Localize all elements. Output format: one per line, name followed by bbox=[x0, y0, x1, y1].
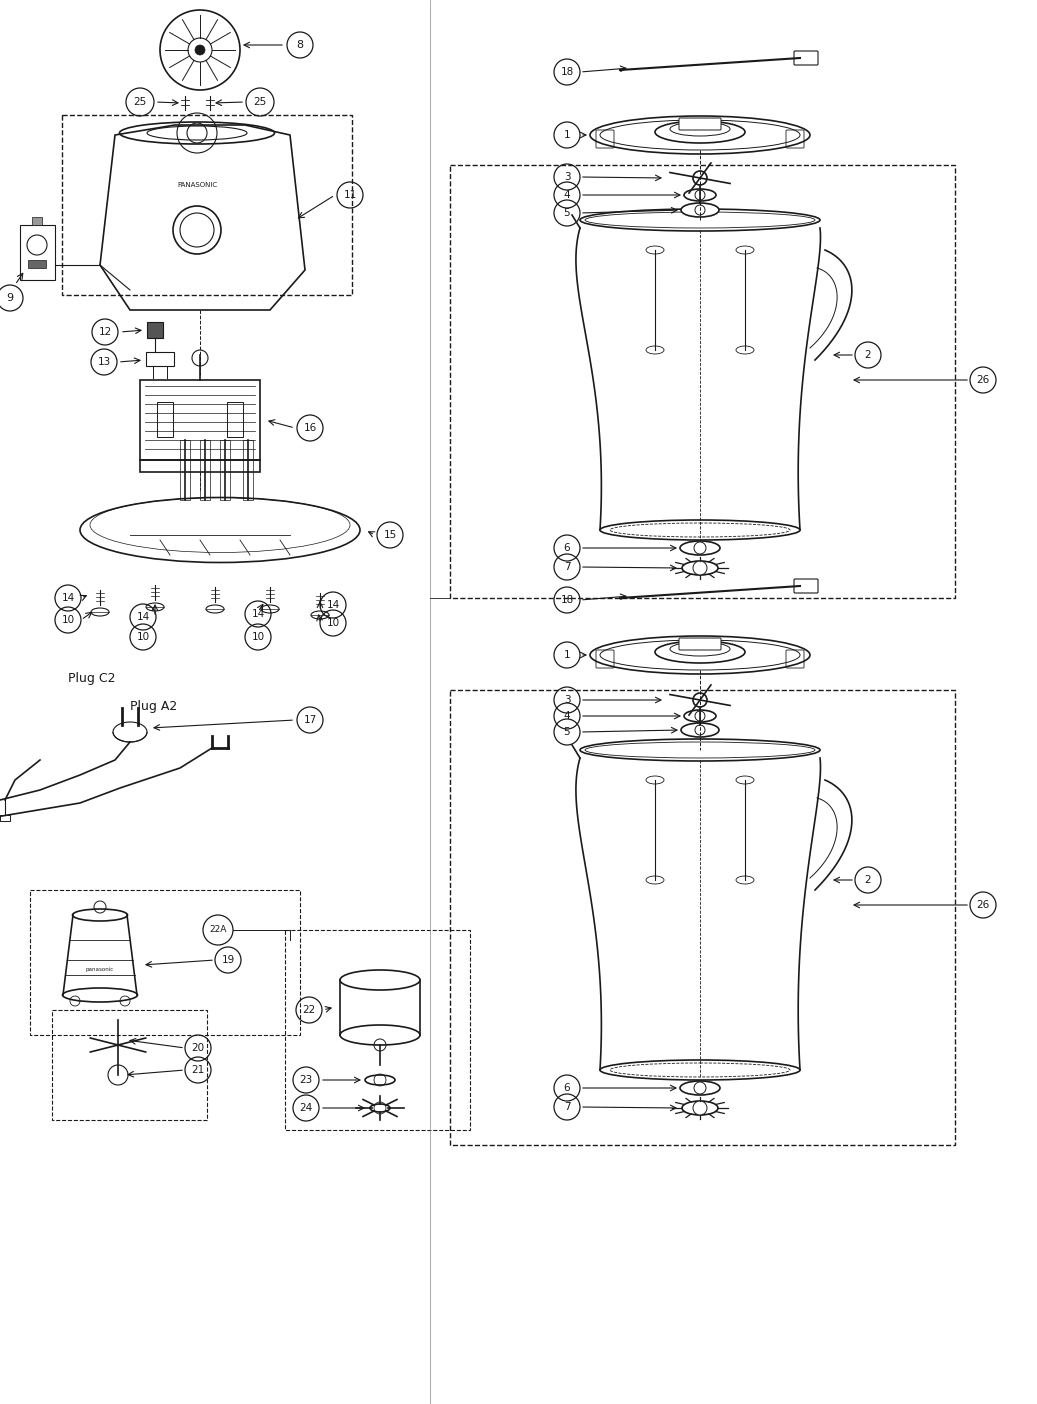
Text: 4: 4 bbox=[564, 190, 570, 199]
FancyBboxPatch shape bbox=[32, 218, 43, 225]
Text: 21: 21 bbox=[192, 1066, 204, 1075]
Text: 17: 17 bbox=[304, 715, 316, 724]
Ellipse shape bbox=[590, 117, 810, 154]
Text: 20: 20 bbox=[192, 1043, 204, 1053]
Ellipse shape bbox=[590, 636, 810, 674]
Text: 10: 10 bbox=[137, 632, 149, 642]
Circle shape bbox=[694, 542, 706, 555]
Text: 3: 3 bbox=[564, 695, 570, 705]
Circle shape bbox=[695, 205, 705, 215]
Text: 16: 16 bbox=[304, 423, 316, 432]
Text: 6: 6 bbox=[564, 543, 570, 553]
Circle shape bbox=[695, 724, 705, 736]
Text: 1: 1 bbox=[564, 131, 570, 140]
Circle shape bbox=[694, 1082, 706, 1094]
Ellipse shape bbox=[684, 190, 716, 201]
Text: 14: 14 bbox=[137, 612, 149, 622]
Text: 19: 19 bbox=[221, 955, 234, 965]
Text: 23: 23 bbox=[300, 1075, 312, 1085]
Text: 25: 25 bbox=[253, 97, 267, 107]
Ellipse shape bbox=[684, 710, 716, 722]
Text: 26: 26 bbox=[977, 900, 989, 910]
Text: Plug A2: Plug A2 bbox=[130, 701, 177, 713]
Text: 15: 15 bbox=[384, 529, 396, 541]
Text: 4: 4 bbox=[564, 710, 570, 722]
Text: PANASONIC: PANASONIC bbox=[177, 183, 217, 188]
Text: 7: 7 bbox=[564, 562, 570, 571]
Text: 10: 10 bbox=[327, 618, 339, 628]
Text: 24: 24 bbox=[300, 1104, 312, 1113]
Circle shape bbox=[195, 45, 205, 55]
Text: 18: 18 bbox=[560, 67, 573, 77]
Ellipse shape bbox=[682, 562, 718, 576]
Text: Plug C2: Plug C2 bbox=[68, 673, 115, 685]
Ellipse shape bbox=[681, 723, 719, 737]
FancyBboxPatch shape bbox=[679, 637, 721, 650]
Text: 14: 14 bbox=[61, 592, 75, 602]
Text: 2: 2 bbox=[865, 350, 871, 359]
Text: 3: 3 bbox=[564, 173, 570, 183]
Ellipse shape bbox=[680, 541, 720, 555]
Text: 12: 12 bbox=[99, 327, 112, 337]
FancyBboxPatch shape bbox=[28, 260, 46, 268]
Text: 14: 14 bbox=[327, 600, 340, 609]
Text: 25: 25 bbox=[134, 97, 146, 107]
Text: 8: 8 bbox=[297, 39, 304, 51]
Text: 11: 11 bbox=[343, 190, 357, 199]
Text: 14: 14 bbox=[251, 609, 264, 619]
Ellipse shape bbox=[680, 1081, 720, 1095]
Text: 22A: 22A bbox=[209, 925, 227, 935]
Text: 22: 22 bbox=[303, 1005, 315, 1015]
Text: panasonic: panasonic bbox=[86, 967, 114, 973]
Text: 10: 10 bbox=[251, 632, 264, 642]
Text: 10: 10 bbox=[61, 615, 75, 625]
Text: 9: 9 bbox=[6, 293, 13, 303]
FancyBboxPatch shape bbox=[147, 322, 163, 338]
Text: 1: 1 bbox=[564, 650, 570, 660]
Text: 7: 7 bbox=[564, 1102, 570, 1112]
Ellipse shape bbox=[340, 1025, 420, 1045]
Ellipse shape bbox=[370, 1104, 390, 1112]
Ellipse shape bbox=[681, 204, 719, 218]
Circle shape bbox=[695, 190, 705, 199]
Text: 13: 13 bbox=[97, 357, 111, 366]
Circle shape bbox=[693, 694, 707, 708]
Text: 2: 2 bbox=[865, 875, 871, 885]
Text: 5: 5 bbox=[564, 208, 570, 218]
Text: 18: 18 bbox=[560, 595, 573, 605]
Text: 5: 5 bbox=[564, 727, 570, 737]
Circle shape bbox=[693, 1101, 707, 1115]
Circle shape bbox=[693, 171, 707, 185]
Text: 6: 6 bbox=[564, 1082, 570, 1092]
Circle shape bbox=[693, 562, 707, 576]
Circle shape bbox=[695, 710, 705, 722]
Text: 26: 26 bbox=[977, 375, 989, 385]
Ellipse shape bbox=[682, 1101, 718, 1115]
FancyBboxPatch shape bbox=[679, 118, 721, 131]
